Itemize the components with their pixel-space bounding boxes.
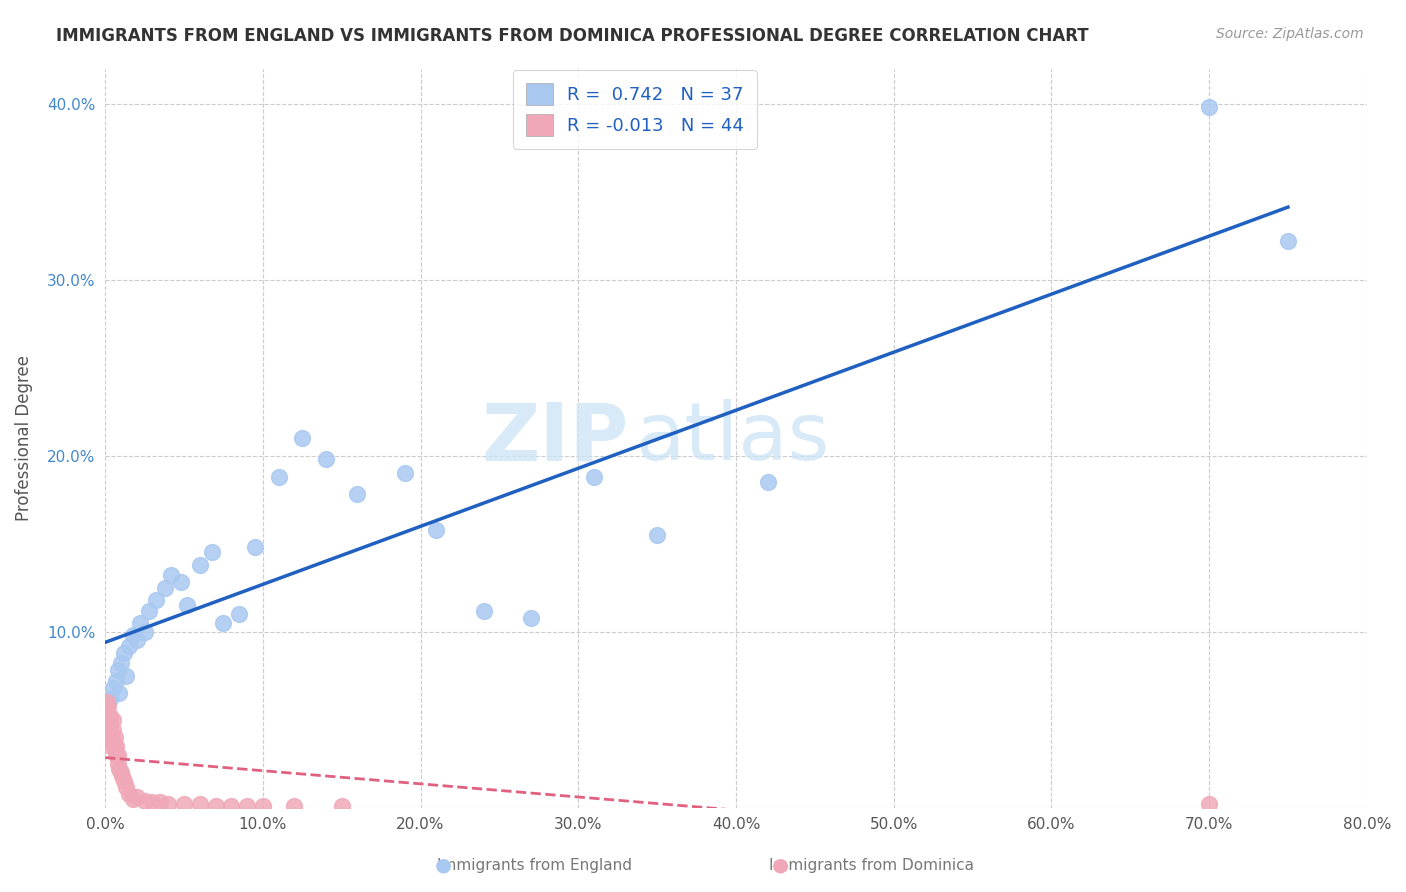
Point	[1277, 234, 1299, 248]
Point	[212, 615, 235, 630]
Point	[94, 709, 117, 723]
Point	[97, 698, 120, 713]
Point	[243, 540, 266, 554]
Point	[107, 664, 129, 678]
Point	[346, 487, 368, 501]
Point	[188, 797, 211, 812]
Point	[96, 695, 118, 709]
Point	[112, 646, 135, 660]
Text: Source: ZipAtlas.com: Source: ZipAtlas.com	[1216, 27, 1364, 41]
Text: ZIP: ZIP	[481, 399, 628, 477]
Point	[330, 798, 353, 813]
Point	[98, 691, 121, 706]
Point	[236, 798, 259, 813]
Text: Immigrants from England: Immigrants from England	[437, 858, 631, 872]
Point	[108, 762, 131, 776]
Point	[145, 593, 167, 607]
Point	[149, 796, 172, 810]
Point	[1198, 797, 1220, 812]
Point	[582, 470, 605, 484]
Text: IMMIGRANTS FROM ENGLAND VS IMMIGRANTS FROM DOMINICA PROFESSIONAL DEGREE CORRELAT: IMMIGRANTS FROM ENGLAND VS IMMIGRANTS FR…	[56, 27, 1088, 45]
Point	[98, 731, 121, 745]
Point	[267, 470, 290, 484]
Point	[118, 639, 141, 653]
Point	[228, 607, 250, 621]
Point	[112, 774, 135, 789]
Point	[188, 558, 211, 572]
Point	[100, 739, 122, 753]
Point	[153, 581, 176, 595]
Point	[756, 475, 779, 489]
Point	[110, 657, 132, 671]
Point	[105, 747, 128, 762]
Point	[96, 727, 118, 741]
Point	[134, 624, 156, 639]
Point	[394, 467, 416, 481]
Text: ●: ●	[434, 855, 451, 875]
Point	[97, 733, 120, 747]
Point	[111, 769, 134, 783]
Point	[101, 681, 124, 695]
Point	[141, 796, 163, 810]
Point	[291, 431, 314, 445]
Y-axis label: Professional Degree: Professional Degree	[15, 355, 32, 521]
Point	[204, 798, 226, 813]
Point	[103, 739, 125, 753]
Point	[138, 603, 160, 617]
Point	[520, 610, 543, 624]
Point	[122, 628, 145, 642]
Text: atlas: atlas	[636, 399, 830, 477]
Point	[105, 739, 128, 753]
Point	[107, 747, 129, 762]
Point	[100, 727, 122, 741]
Point	[114, 780, 136, 794]
Point	[128, 615, 150, 630]
Point	[114, 668, 136, 682]
Point	[101, 733, 124, 747]
Point	[125, 790, 148, 805]
Point	[101, 713, 124, 727]
Point	[96, 704, 118, 718]
Point	[125, 633, 148, 648]
Point	[103, 731, 125, 745]
Point	[472, 603, 495, 617]
Point	[134, 794, 156, 808]
Point	[176, 599, 198, 613]
Point	[283, 798, 305, 813]
Point	[157, 797, 180, 812]
Point	[170, 575, 193, 590]
Legend: R =  0.742   N = 37, R = -0.013   N = 44: R = 0.742 N = 37, R = -0.013 N = 44	[513, 70, 756, 148]
Point	[108, 686, 131, 700]
Point	[173, 797, 195, 812]
Point	[1198, 100, 1220, 114]
Point	[97, 713, 120, 727]
Point	[315, 452, 337, 467]
Point	[160, 568, 183, 582]
Point	[97, 722, 120, 736]
Point	[101, 723, 124, 738]
Point	[110, 765, 132, 780]
Point	[219, 798, 242, 813]
Point	[96, 716, 118, 731]
Point	[105, 673, 128, 688]
Point	[98, 709, 121, 723]
Point	[122, 792, 145, 806]
Point	[118, 787, 141, 801]
Point	[425, 523, 447, 537]
Point	[252, 798, 274, 813]
Point	[201, 545, 224, 559]
Point	[645, 528, 668, 542]
Text: ●: ●	[772, 855, 789, 875]
Point	[107, 756, 129, 771]
Text: Immigrants from Dominica: Immigrants from Dominica	[769, 858, 974, 872]
Point	[98, 716, 121, 731]
